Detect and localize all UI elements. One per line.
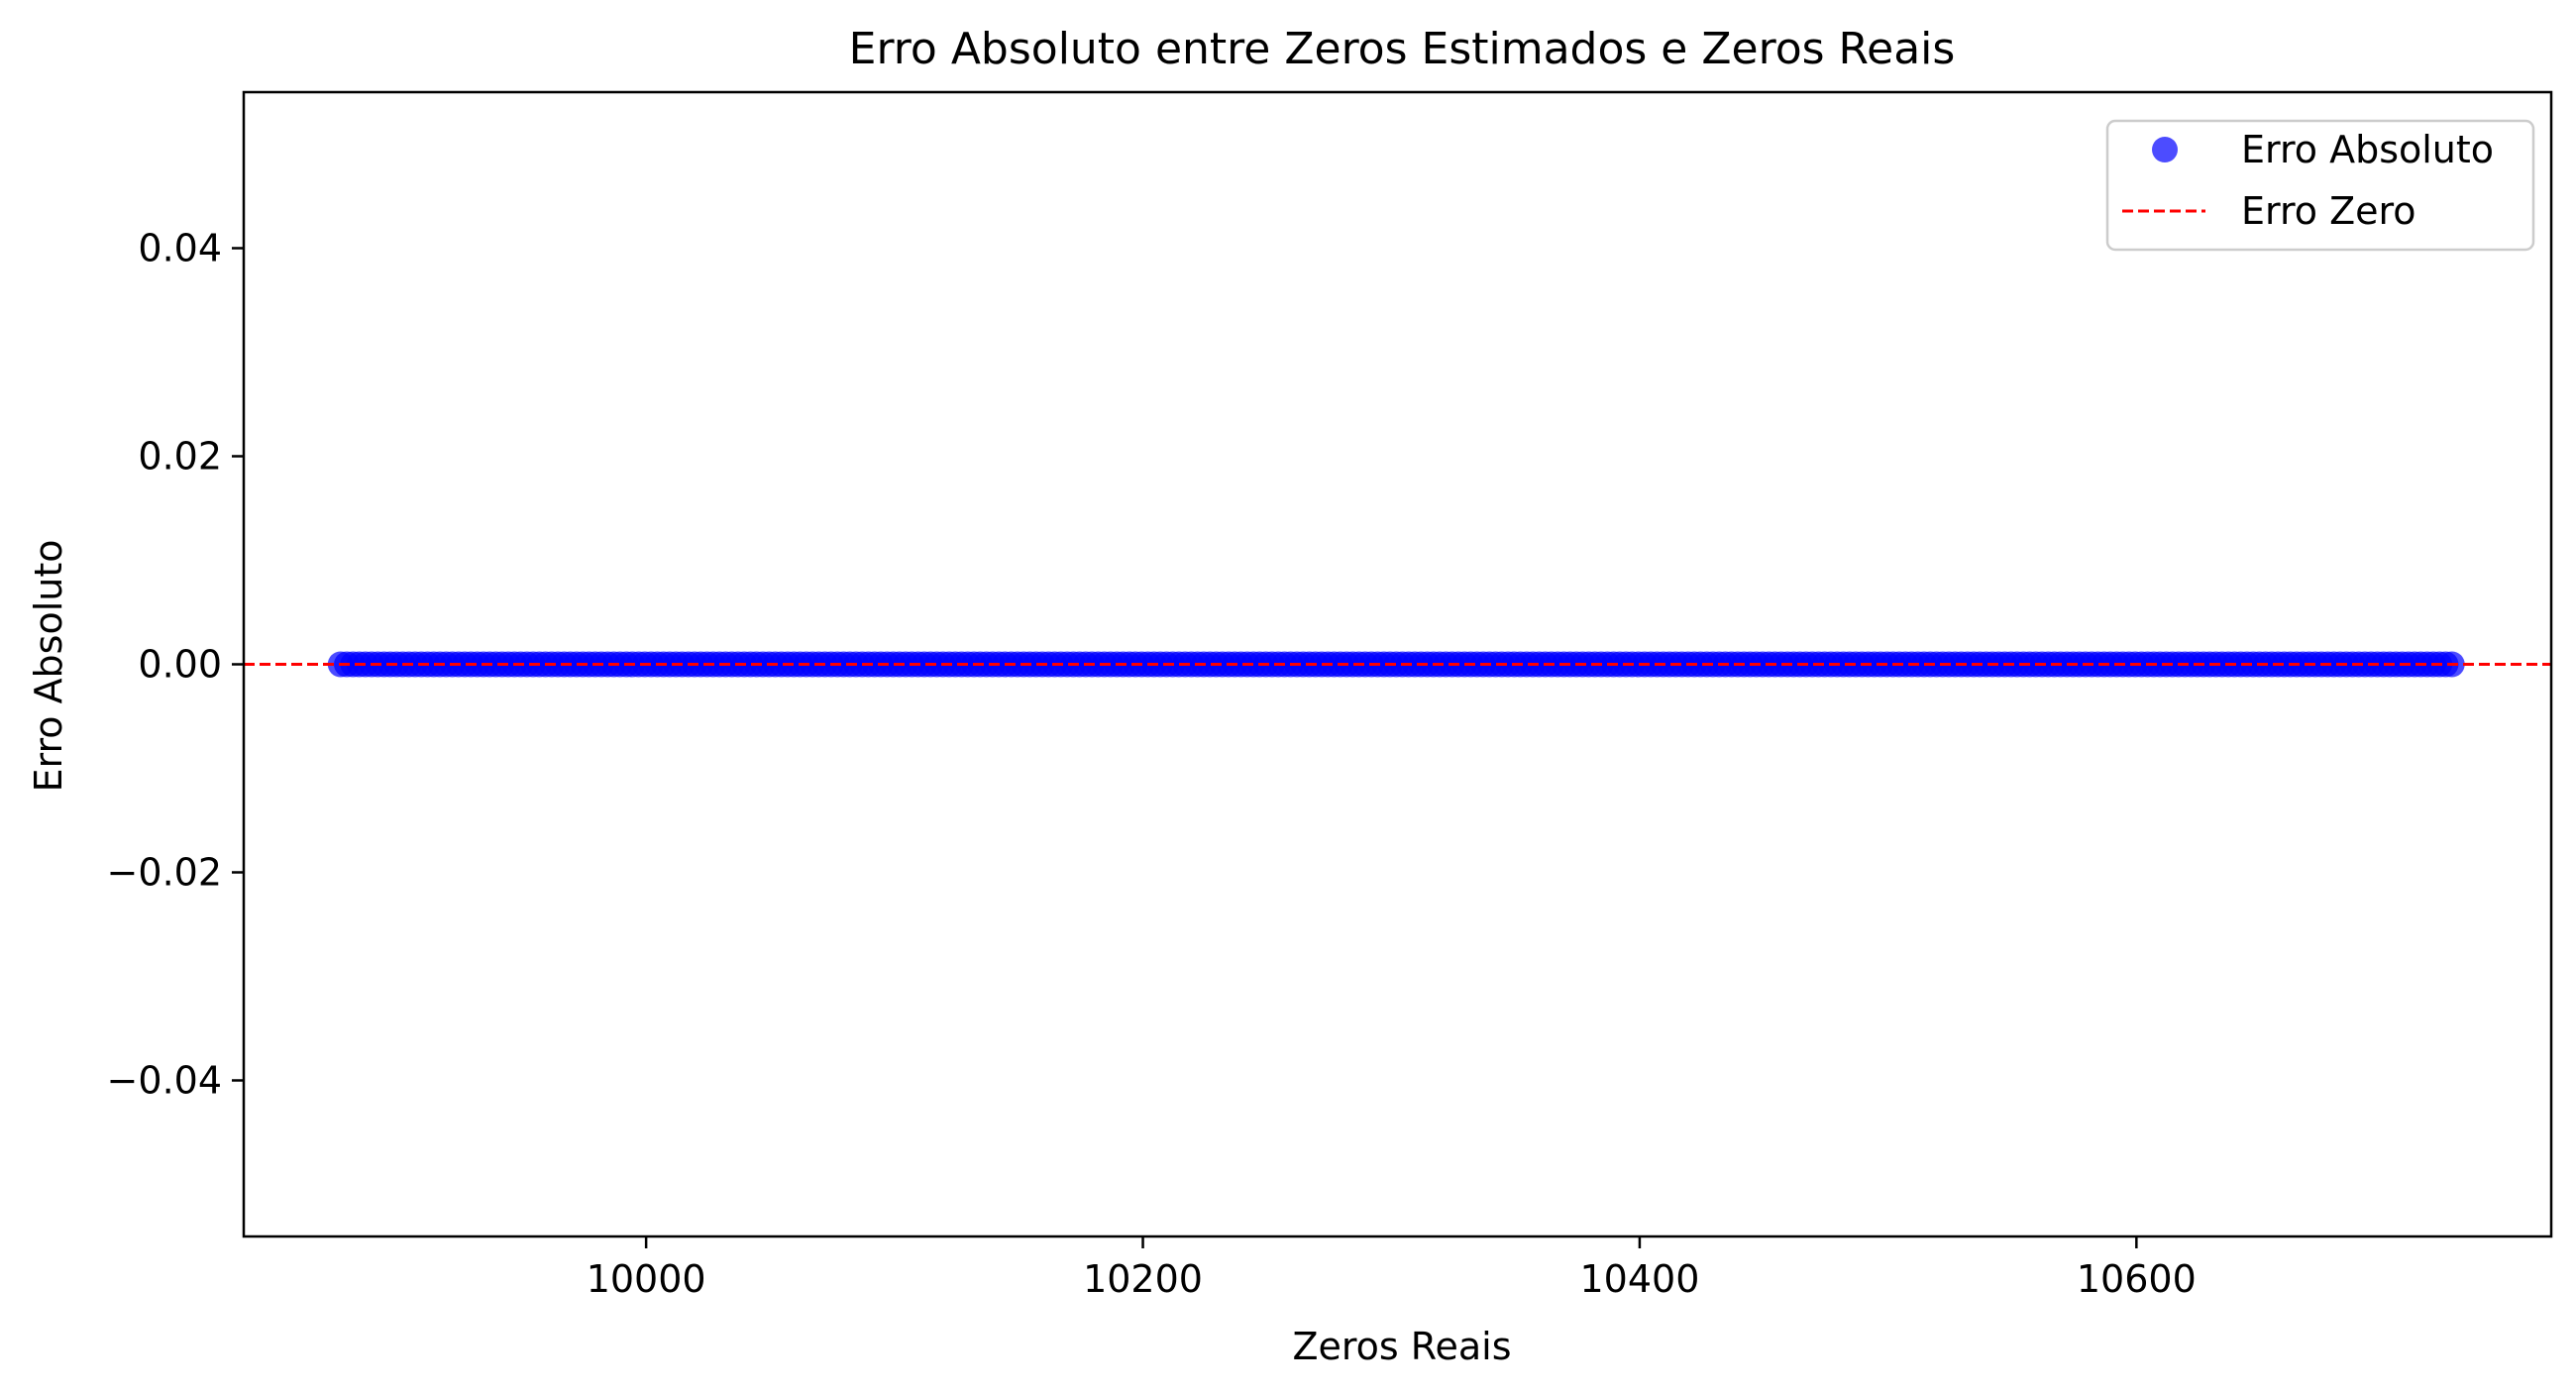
plot-area: 10000 10200 10400 10600 0.04 0.02 0.00 −0.02 −0… [107,90,2553,1301]
y-axis-ticks: 0.04 0.02 0.00 −0.02 −0.04 [107,227,244,1103]
x-tick-label: 10200 [1083,1257,1203,1301]
y-tick-label: 0.02 [138,435,222,479]
legend: Erro Absoluto Erro Zero [2105,119,2535,252]
legend-box [2105,119,2535,252]
y-tick-label: −0.04 [107,1059,222,1103]
y-axis-label: Erro Absoluto [27,539,70,792]
x-tick-label: 10400 [1579,1257,1699,1301]
y-tick-label: 0.00 [138,643,222,687]
chart-title: Erro Absoluto entre Zeros Estimados e Ze… [849,24,1956,74]
legend-marker-erro-absoluto [2152,137,2178,162]
legend-label-erro-zero: Erro Zero [2241,189,2416,233]
x-axis-label: Zeros Reais [1292,1325,1511,1368]
x-axis-ticks: 10000 10200 10400 10600 [587,1236,2197,1301]
y-tick-label: −0.02 [107,851,222,895]
x-tick-label: 10000 [587,1257,706,1301]
legend-label-erro-absoluto: Erro Absoluto [2241,128,2494,171]
y-tick-label: 0.04 [138,227,222,270]
x-tick-label: 10600 [2077,1257,2197,1301]
